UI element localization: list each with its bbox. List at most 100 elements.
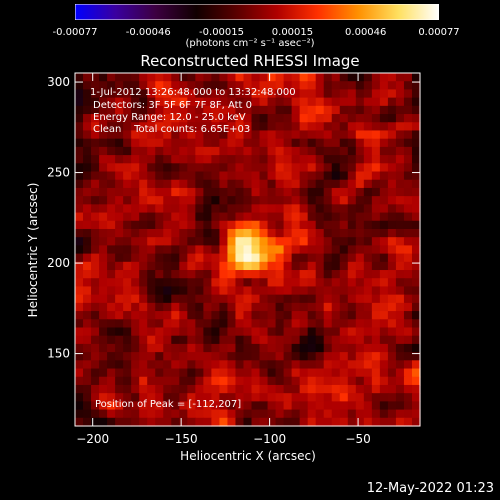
heatmap-cell bbox=[299, 81, 309, 91]
heatmap-cell bbox=[235, 327, 245, 337]
heatmap-cell bbox=[251, 319, 261, 329]
heatmap-cell bbox=[171, 327, 180, 337]
heatmap-cell bbox=[267, 302, 277, 312]
heatmap-cell bbox=[219, 335, 229, 345]
heatmap-cell bbox=[187, 327, 196, 337]
heatmap-cell bbox=[219, 196, 229, 205]
heatmap-cell bbox=[131, 155, 140, 164]
heatmap-cell bbox=[299, 393, 309, 402]
heatmap-cell bbox=[339, 360, 349, 370]
heatmap-cell bbox=[75, 212, 84, 222]
heatmap-cell bbox=[155, 286, 164, 296]
heatmap-cell bbox=[291, 212, 301, 222]
heatmap-cell bbox=[379, 368, 389, 378]
heatmap-cell bbox=[107, 278, 116, 288]
heatmap-cell bbox=[147, 343, 156, 353]
heatmap-cell bbox=[115, 253, 124, 263]
heatmap-cell bbox=[131, 294, 140, 304]
heatmap-cell bbox=[235, 122, 245, 132]
heatmap-cell bbox=[235, 114, 245, 123]
heatmap-cell bbox=[363, 253, 373, 263]
heatmap-cell bbox=[107, 237, 116, 246]
heatmap-cell bbox=[267, 114, 277, 123]
heatmap-cell bbox=[387, 171, 397, 181]
heatmap-cell bbox=[155, 228, 164, 238]
heatmap-cell bbox=[171, 228, 180, 238]
heatmap-cell bbox=[235, 368, 245, 378]
heatmap-cell bbox=[387, 81, 397, 91]
heatmap-cell bbox=[347, 368, 357, 378]
heatmap-cell bbox=[411, 171, 421, 181]
heatmap-cell bbox=[235, 187, 245, 197]
heatmap-cell bbox=[195, 286, 204, 296]
heatmap-cell bbox=[187, 220, 196, 230]
heatmap-cell bbox=[267, 245, 277, 255]
heatmap-cell bbox=[131, 81, 140, 91]
heatmap-cell bbox=[195, 335, 204, 345]
y-tick-label: 300 bbox=[47, 75, 70, 89]
heatmap-cell bbox=[163, 368, 172, 378]
heatmap-cell bbox=[187, 212, 196, 222]
heatmap-cell bbox=[195, 138, 204, 148]
heatmap-cell bbox=[75, 245, 84, 255]
heatmap-cell bbox=[259, 155, 269, 164]
heatmap-cell bbox=[203, 89, 212, 99]
heatmap-cell bbox=[163, 114, 172, 123]
heatmap-cell bbox=[347, 352, 357, 361]
heatmap-cell bbox=[291, 286, 301, 296]
heatmap-cell bbox=[163, 294, 172, 304]
heatmap-cell bbox=[291, 146, 301, 156]
heatmap-cell bbox=[331, 352, 341, 361]
heatmap-cell bbox=[371, 270, 381, 279]
heatmap-cell bbox=[259, 163, 269, 173]
heatmap-cell bbox=[99, 360, 108, 370]
heatmap-cell bbox=[219, 417, 229, 427]
heatmap-cell bbox=[307, 228, 317, 238]
heatmap-cell bbox=[315, 401, 325, 411]
heatmap-cell bbox=[379, 253, 389, 263]
heatmap-cell bbox=[339, 409, 349, 419]
heatmap-cell bbox=[75, 89, 84, 99]
heatmap-cell bbox=[243, 130, 253, 140]
heatmap-cell bbox=[379, 384, 389, 394]
heatmap-cell bbox=[339, 237, 349, 246]
heatmap-cell bbox=[355, 319, 365, 329]
heatmap-cell bbox=[259, 122, 269, 132]
heatmap-cell bbox=[179, 401, 188, 411]
heatmap-cell bbox=[171, 376, 180, 386]
heatmap-cell bbox=[171, 105, 180, 115]
heatmap-cell bbox=[347, 245, 357, 255]
heatmap-cell bbox=[307, 343, 317, 353]
heatmap-cell bbox=[299, 253, 309, 263]
heatmap-cell bbox=[179, 393, 188, 402]
heatmap-cell bbox=[251, 409, 261, 419]
heatmap-cell bbox=[83, 335, 92, 345]
heatmap-cell bbox=[91, 352, 100, 361]
heatmap-cell bbox=[315, 384, 325, 394]
heatmap-cell bbox=[371, 155, 381, 164]
heatmap-cell bbox=[299, 122, 309, 132]
heatmap-cell bbox=[139, 138, 148, 148]
heatmap-cell bbox=[283, 73, 293, 82]
heatmap-cell bbox=[371, 237, 381, 246]
heatmap-cell bbox=[299, 163, 309, 173]
heatmap-cell bbox=[131, 228, 140, 238]
heatmap-cell bbox=[91, 245, 100, 255]
heatmap-cell bbox=[347, 89, 357, 99]
heatmap-cell bbox=[243, 73, 253, 82]
heatmap-cell bbox=[395, 187, 405, 197]
heatmap-cell bbox=[195, 204, 204, 214]
heatmap-cell bbox=[331, 212, 341, 222]
heatmap-cell bbox=[411, 376, 421, 386]
heatmap-cell bbox=[195, 89, 204, 99]
heatmap-cell bbox=[387, 409, 397, 419]
heatmap-cell bbox=[259, 261, 269, 271]
heatmap-cell bbox=[355, 245, 365, 255]
heatmap-cell bbox=[171, 343, 180, 353]
heatmap-cell bbox=[355, 409, 365, 419]
heatmap-cell bbox=[347, 270, 357, 279]
heatmap-cell bbox=[147, 179, 156, 189]
heatmap-cell bbox=[299, 187, 309, 197]
heatmap-cell bbox=[123, 122, 132, 132]
heatmap-cell bbox=[323, 270, 333, 279]
